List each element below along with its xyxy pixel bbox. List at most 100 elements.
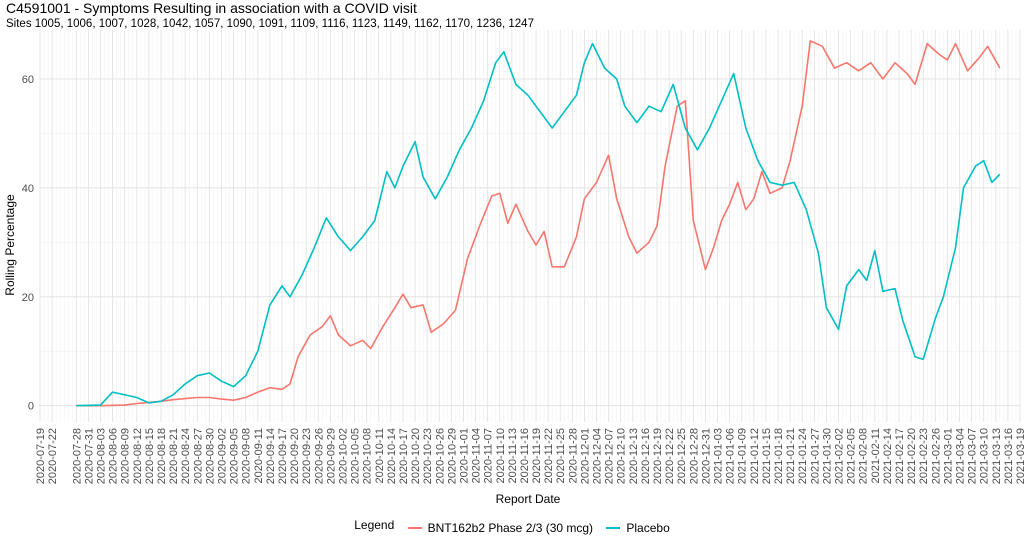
x-tick-label: 2021-01-21: [785, 428, 797, 484]
x-tick-label: 2020-10-17: [398, 428, 410, 484]
x-tick-label: 2020-09-14: [265, 428, 277, 484]
x-tick-label: 2020-12-01: [579, 428, 591, 484]
x-tick-label: 2020-11-22: [543, 428, 555, 483]
x-tick-label: 2021-01-30: [821, 428, 833, 484]
x-tick-label: 2020-12-31: [700, 428, 712, 484]
x-tick-label: 2020-12-16: [640, 428, 652, 484]
x-tick-label: 2020-08-30: [204, 428, 216, 484]
x-tick-label: 2020-07-28: [71, 428, 83, 484]
x-tick-label: 2020-12-13: [628, 428, 640, 484]
x-tick-label: 2020-08-09: [120, 428, 132, 484]
x-tick-label: 2021-01-18: [773, 428, 785, 484]
x-tick-label: 2021-03-13: [991, 428, 1003, 484]
x-tick-label: 2020-11-16: [519, 428, 531, 483]
y-tick-label: 0: [28, 401, 34, 413]
x-tick-label: 2020-09-23: [301, 428, 313, 484]
x-tick-label: 2020-12-07: [604, 428, 616, 484]
x-tick-label: 2020-08-21: [168, 428, 180, 484]
x-tick-label: 2020-12-19: [652, 428, 664, 484]
x-tick-label: 2021-03-16: [1003, 428, 1015, 484]
x-tick-label: 2020-10-05: [350, 428, 362, 484]
y-axis-ticks: 0 20 40 60: [22, 74, 34, 413]
x-tick-label: 2020-12-22: [664, 428, 676, 484]
x-tick-label: 2020-11-13: [507, 428, 519, 483]
y-tick-label: 40: [22, 183, 34, 195]
x-tick-label: 2020-10-08: [362, 428, 374, 484]
x-tick-label: 2021-02-26: [930, 428, 942, 484]
x-tick-label: 2020-08-06: [108, 428, 120, 484]
x-tick-label: 2020-09-26: [313, 428, 325, 484]
x-tick-label: 2020-07-22: [47, 428, 59, 484]
x-tick-label: 2020-08-24: [180, 428, 192, 484]
x-tick-label: 2020-08-15: [144, 428, 156, 484]
x-tick-label: 2021-01-24: [797, 428, 809, 484]
x-tick-label: 2021-01-06: [725, 428, 737, 484]
x-tick-label: 2020-10-29: [446, 428, 458, 484]
x-tick-label: 2020-10-20: [410, 428, 422, 484]
x-tick-label: 2020-12-25: [676, 428, 688, 484]
grid-lines: [39, 30, 1021, 422]
x-axis-label: Report Date: [496, 492, 561, 506]
x-tick-label: 2021-03-01: [942, 428, 954, 484]
x-tick-label: 2021-02-08: [858, 428, 870, 484]
x-tick-label: 2021-01-27: [809, 428, 821, 484]
legend-label-placebo: Placebo: [626, 521, 670, 535]
x-tick-label: 2020-11-25: [555, 428, 567, 483]
x-tick-label: 2020-11-28: [567, 428, 579, 483]
x-tick-label: 2020-09-02: [217, 428, 229, 484]
x-tick-label: 2020-07-31: [83, 428, 95, 484]
x-tick-label: 2021-01-09: [737, 428, 749, 484]
legend-item-bnt162b2: BNT162b2 Phase 2/3 (30 mcg): [407, 521, 594, 535]
series-lines: [76, 40, 1001, 407]
x-tick-label: 2021-01-12: [749, 428, 761, 484]
x-tick-label: 2021-02-02: [834, 428, 846, 484]
x-tick-label: 2021-03-04: [955, 428, 967, 484]
x-tick-label: 2020-12-10: [616, 428, 628, 484]
x-tick-label: 2020-09-29: [325, 428, 337, 484]
legend-key-bnt162b2: [407, 527, 422, 529]
x-tick-label: 2021-02-11: [870, 428, 882, 483]
x-tick-label: 2020-09-08: [241, 428, 253, 484]
x-tick-label: 2020-11-10: [495, 428, 507, 483]
x-tick-label: 2020-09-20: [289, 428, 301, 484]
x-tick-label: 2020-12-04: [592, 428, 604, 484]
x-tick-label: 2020-12-28: [688, 428, 700, 484]
x-tick-label: 2020-09-05: [229, 428, 241, 484]
x-tick-label: 2020-11-01: [459, 428, 471, 483]
x-tick-label: 2020-09-17: [277, 428, 289, 484]
x-tick-label: 2021-03-10: [979, 428, 991, 484]
chart-title: C4591001 - Symptoms Resulting in associa…: [6, 0, 417, 16]
series-line-bnt162b2: [76, 40, 1001, 407]
x-tick-label: 2021-03-19: [1015, 428, 1024, 484]
x-tick-label: 2020-10-23: [422, 428, 434, 484]
x-tick-label: 2020-08-12: [132, 428, 144, 484]
x-tick-label: 2021-02-20: [906, 428, 918, 484]
x-tick-label: 2020-11-19: [531, 428, 543, 483]
x-tick-label: 2020-08-27: [192, 428, 204, 484]
legend: Legend BNT162b2 Phase 2/3 (30 mcg) Place…: [0, 518, 1024, 535]
x-tick-label: 2021-02-05: [846, 428, 858, 484]
x-tick-label: 2021-02-17: [894, 428, 906, 484]
x-tick-label: 2021-02-14: [882, 428, 894, 484]
x-tick-label: 2020-10-26: [434, 428, 446, 484]
legend-title: Legend: [354, 518, 395, 532]
x-tick-label: 2020-10-02: [338, 428, 350, 484]
x-tick-label: 2021-03-07: [967, 428, 979, 484]
x-tick-label: 2020-10-14: [386, 428, 398, 484]
x-tick-label: 2021-02-23: [918, 428, 930, 484]
x-tick-label: 2020-08-03: [96, 428, 108, 484]
y-tick-label: 20: [22, 292, 34, 304]
y-tick-label: 60: [22, 74, 34, 86]
legend-item-placebo: Placebo: [606, 521, 670, 535]
x-tick-label: 2020-11-07: [483, 428, 495, 483]
x-tick-label: 2020-08-18: [156, 428, 168, 484]
legend-label-bnt162b2: BNT162b2 Phase 2/3 (30 mcg): [427, 521, 594, 535]
y-axis-label: Rolling Percentage: [3, 194, 17, 296]
x-tick-label: 2020-07-19: [35, 428, 47, 484]
x-axis-ticks: 2020-07-19 2020-07-22 2020-07-28 2020-07-31…: [35, 428, 1024, 484]
legend-key-placebo: [606, 527, 621, 529]
series-line-placebo: [76, 42, 1001, 407]
x-tick-label: 2020-11-04: [471, 428, 483, 483]
x-tick-label: 2021-01-15: [761, 428, 773, 484]
